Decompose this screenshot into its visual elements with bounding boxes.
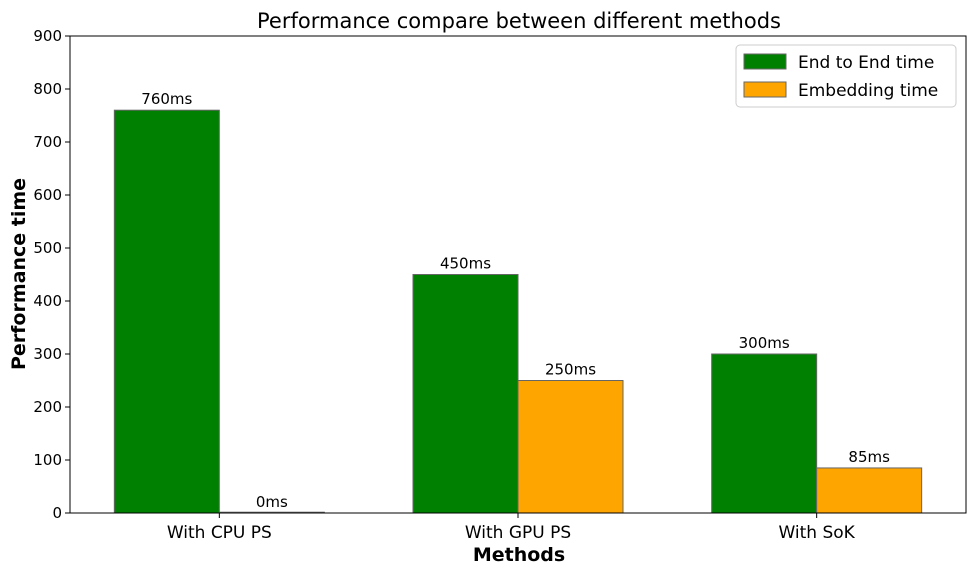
y-tick-label: 300 xyxy=(33,345,62,363)
legend: End to End time Embedding time xyxy=(735,44,957,108)
bar-value-label: 85ms xyxy=(848,448,890,466)
bar-data-labels: 760ms 0ms 450ms 250ms 300ms 85ms xyxy=(141,90,890,511)
y-axis-ticks: 0 100 200 300 400 500 600 700 800 900 xyxy=(33,27,70,522)
legend-box xyxy=(735,44,957,108)
x-axis-ticks: With CPU PS With GPU PS With SoK xyxy=(167,513,856,543)
bar-embedding-2 xyxy=(816,467,923,514)
bars xyxy=(113,109,923,514)
y-tick-label: 500 xyxy=(33,239,62,257)
legend-entry-embedding: Embedding time xyxy=(798,81,938,101)
y-tick-label: 200 xyxy=(33,398,62,416)
y-tick-label: 600 xyxy=(33,186,62,204)
chart-title: Performance compare between different me… xyxy=(257,9,781,33)
x-tick-label: With SoK xyxy=(778,523,855,543)
x-tick-label: With GPU PS xyxy=(465,523,571,543)
plot-area-frame xyxy=(69,35,967,514)
legend-swatch-end-to-end xyxy=(743,53,787,70)
bar-end-to-end-2 xyxy=(711,353,818,514)
y-tick-label: 900 xyxy=(33,27,62,45)
x-axis-label: Methods xyxy=(473,544,565,566)
bar-value-label: 250ms xyxy=(545,361,596,379)
bar-end-to-end-0 xyxy=(113,109,220,514)
y-tick-label: 400 xyxy=(33,292,62,310)
bar-embedding-1 xyxy=(517,380,624,514)
bar-value-label: 0ms xyxy=(256,493,288,511)
bar-end-to-end-1 xyxy=(412,274,519,514)
y-axis-label: Performance time xyxy=(8,178,30,370)
bar-value-label: 300ms xyxy=(739,334,790,352)
y-tick-label: 0 xyxy=(52,504,62,522)
x-tick-label: With CPU PS xyxy=(167,523,272,543)
y-tick-label: 700 xyxy=(33,133,62,151)
legend-entry-end-to-end: End to End time xyxy=(798,53,934,73)
bar-value-label: 760ms xyxy=(141,90,192,108)
y-tick-label: 100 xyxy=(33,451,62,469)
bar-value-label: 450ms xyxy=(440,255,491,273)
y-tick-label: 800 xyxy=(33,80,62,98)
legend-swatch-embedding xyxy=(743,81,787,98)
